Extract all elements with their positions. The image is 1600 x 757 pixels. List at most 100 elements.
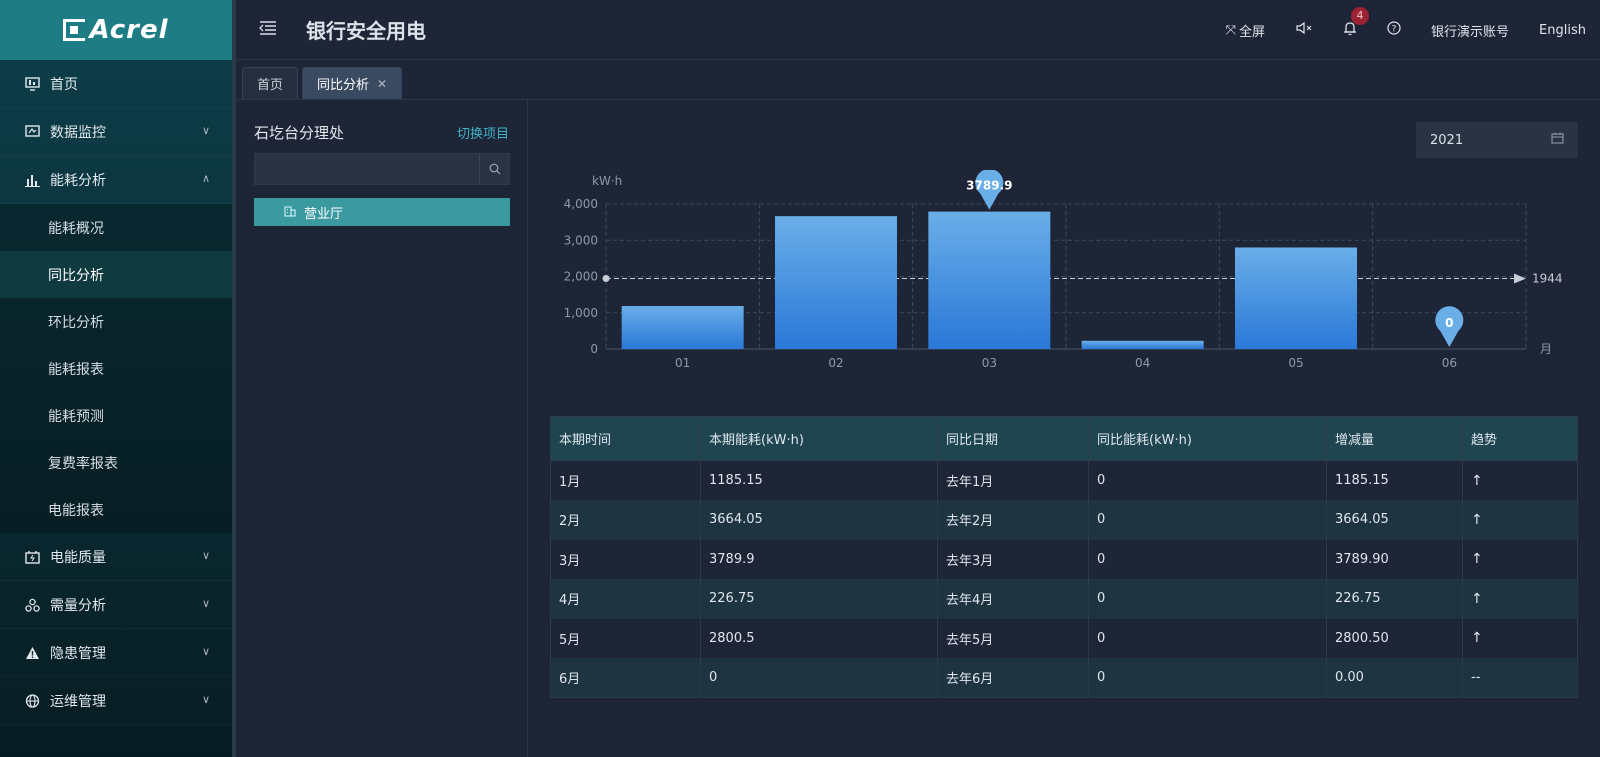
sidebar-item-label: 能耗分析	[50, 172, 106, 189]
submenu-item-report[interactable]: 能耗报表	[48, 361, 104, 378]
topbar-actions: ⤧ 全屏 4 ? 银行演示账号 English	[1226, 0, 1600, 60]
brand-mark-icon	[63, 19, 86, 41]
table-row: 1月 1185.15 去年1月 0 1185.15 ↑	[550, 460, 1578, 500]
main-content: 2021 0 1,000 2,000 3,000 4,000 kW·h 月 01 02 03 04 0…	[528, 100, 1600, 757]
project-panel-header: 石圪台分理处 切换项目	[254, 122, 509, 143]
sidebar-item-label: 需量分析	[50, 597, 106, 614]
calendar-icon	[1551, 132, 1564, 148]
col-trend: 趋势	[1462, 416, 1578, 461]
y-tick-label: 1,000	[564, 306, 598, 320]
year-picker[interactable]: 2021	[1416, 122, 1578, 158]
table-cell: 0	[1088, 618, 1327, 658]
notification-badge: 4	[1351, 6, 1370, 25]
col-period: 本期时间	[550, 416, 701, 461]
submenu-item-mom[interactable]: 环比分析	[48, 314, 104, 331]
switch-project-link[interactable]: 切换项目	[456, 127, 509, 142]
sidebar-item-label: 数据监控	[50, 124, 106, 141]
sidebar-item-hazard-management[interactable]: 隐患管理 ∨	[0, 629, 232, 677]
app-title: 银行安全用电	[306, 19, 426, 43]
table-cell: 去年4月	[937, 579, 1089, 619]
y-axis-label: kW·h	[592, 174, 622, 188]
project-panel: 石圪台分理处 切换项目 营业厅	[236, 100, 528, 757]
tab-home[interactable]: 首页	[242, 67, 299, 99]
table-cell: 去年1月	[937, 460, 1089, 500]
submenu-item-forecast[interactable]: 能耗预测	[48, 408, 104, 425]
chevron-down-icon: ∨	[201, 124, 210, 137]
table-cell: 2800.5	[700, 618, 938, 658]
table-cell: 0	[1088, 579, 1327, 619]
chevron-up-icon: ∧	[201, 172, 210, 185]
data-pin-label: 0	[1445, 316, 1453, 330]
sidebar-item-label: 运维管理	[50, 693, 106, 710]
project-title: 石圪台分理处	[254, 124, 345, 142]
trend-cell: ↑	[1462, 539, 1578, 579]
table-cell: 0	[1088, 658, 1327, 698]
col-change: 增减量	[1326, 416, 1463, 461]
fullscreen-button[interactable]: ⤧ 全屏	[1226, 21, 1265, 40]
nodes-icon	[24, 597, 40, 613]
sidebar-item-power-quality[interactable]: 电能质量 ∨	[0, 533, 232, 581]
mute-button[interactable]	[1295, 21, 1313, 39]
sidebar-item-label: 电能质量	[50, 549, 106, 566]
table-cell: 0	[1088, 539, 1327, 579]
submenu-item-power-report[interactable]: 电能报表	[48, 502, 104, 519]
trend-cell: ↑	[1462, 618, 1578, 658]
table-row: 3月 3789.9 去年3月 0 3789.90 ↑	[550, 539, 1578, 579]
fullscreen-label: 全屏	[1239, 24, 1266, 40]
sidebar-item-label: 首页	[50, 76, 78, 93]
y-tick-label: 3,000	[564, 233, 598, 247]
trend-cell: --	[1462, 658, 1578, 698]
search-icon[interactable]	[479, 154, 509, 184]
menu-collapse-icon[interactable]	[258, 19, 278, 40]
submenu-item-tariff-report[interactable]: 复费率报表	[48, 455, 118, 472]
chevron-down-icon: ∨	[201, 549, 210, 562]
tree-node-business-hall[interactable]: 营业厅	[254, 198, 510, 226]
close-icon[interactable]: ✕	[377, 76, 388, 91]
table-cell: 3789.90	[1326, 539, 1463, 579]
average-line-start	[602, 275, 610, 283]
chart-bars	[621, 170, 1464, 349]
tree-node-label: 营业厅	[304, 206, 344, 222]
sidebar-item-data-monitor[interactable]: 数据监控 ∨	[0, 108, 232, 156]
bar	[928, 211, 1051, 349]
language-switch[interactable]: English	[1539, 22, 1586, 38]
x-tick-label: 02	[828, 356, 843, 370]
help-button[interactable]: ?	[1387, 21, 1401, 39]
table-cell: 去年6月	[937, 658, 1089, 698]
sidebar-nav-lower: 电能质量 ∨ 需量分析 ∨ 隐患管理 ∨ 运维管理 ∨	[0, 533, 232, 725]
sidebar-item-home[interactable]: 首页	[0, 60, 232, 108]
sidebar-item-demand-analysis[interactable]: 需量分析 ∨	[0, 581, 232, 629]
table-cell: 去年2月	[937, 500, 1089, 540]
data-pin	[1435, 306, 1464, 347]
table-row: 6月 0 去年6月 0 0.00 --	[550, 658, 1578, 698]
account-menu[interactable]: 银行演示账号	[1431, 24, 1510, 40]
warning-icon	[24, 645, 40, 661]
submenu-item-overview[interactable]: 能耗概况	[48, 220, 104, 237]
table-header-row: 本期时间 本期能耗(kW·h) 同比日期 同比能耗(kW·h) 增减量 趋势	[550, 416, 1578, 461]
brand-name: Acrel	[89, 15, 169, 45]
brand-logo: Acrel	[0, 0, 232, 60]
yoy-bar-chart: 0 1,000 2,000 3,000 4,000 kW·h 月 01 02 03 04 05 06 19…	[564, 170, 1563, 370]
notifications-button[interactable]: 4	[1343, 6, 1370, 40]
submenu-item-yoy[interactable]: 同比分析	[0, 251, 232, 298]
table-cell: 1月	[550, 460, 701, 500]
sidebar-item-energy-analysis[interactable]: 能耗分析 ∧	[0, 156, 232, 204]
tree-search	[254, 153, 510, 185]
table-cell: 6月	[550, 658, 701, 698]
year-value: 2021	[1430, 132, 1464, 148]
table-cell: 0	[1088, 500, 1327, 540]
sidebar-item-ops-management[interactable]: 运维管理 ∨	[0, 677, 232, 725]
table-cell: 226.75	[700, 579, 938, 619]
tree-search-input[interactable]	[255, 154, 479, 184]
bar	[1081, 340, 1204, 349]
screen-icon	[24, 124, 40, 140]
tab-yoy-analysis[interactable]: 同比分析 ✕	[302, 67, 403, 99]
trend-cell: ↑	[1462, 500, 1578, 540]
table-cell: 去年3月	[937, 539, 1089, 579]
table-cell: 3月	[550, 539, 701, 579]
chevron-down-icon: ∨	[201, 693, 210, 706]
table-cell: 2月	[550, 500, 701, 540]
average-line-arrow	[1514, 273, 1526, 284]
col-energy: 本期能耗(kW·h)	[700, 416, 938, 461]
x-tick-label: 04	[1135, 356, 1150, 370]
